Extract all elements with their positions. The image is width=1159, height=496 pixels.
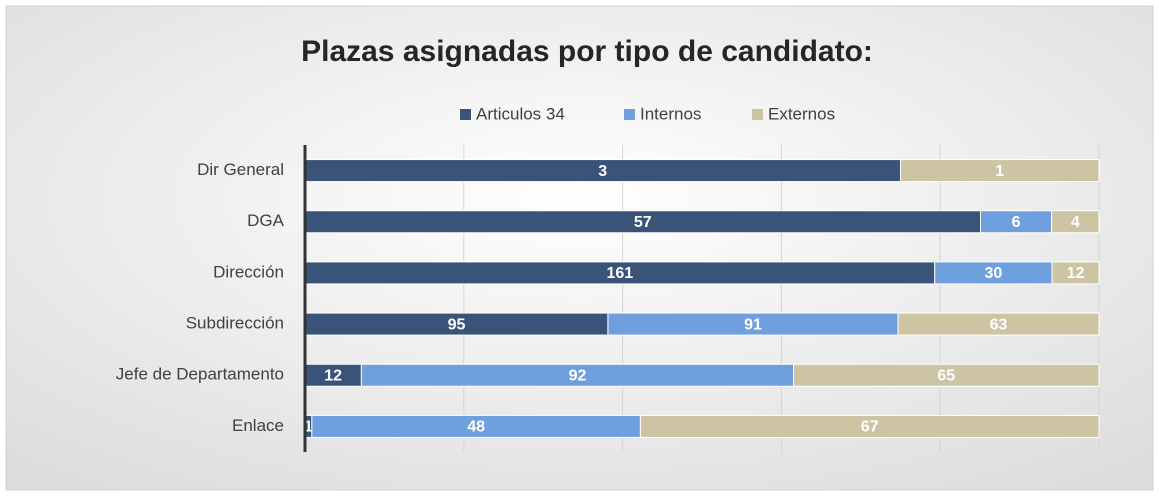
y-tick-label: Dir General — [197, 160, 284, 179]
bar-segment — [639, 414, 1100, 438]
data-label: 3 — [598, 163, 607, 180]
data-label: 57 — [634, 214, 652, 231]
legend-swatch — [460, 109, 471, 120]
y-tick-label: DGA — [247, 211, 285, 230]
bar-segment — [1051, 210, 1100, 234]
data-label: 12 — [324, 367, 342, 384]
data-label: 1 — [995, 163, 1004, 180]
data-label: 67 — [861, 419, 879, 436]
data-label: 30 — [984, 265, 1002, 282]
chart-title: Plazas asignadas por tipo de candidato: — [301, 35, 873, 68]
data-label: 65 — [937, 367, 955, 384]
y-tick-label: Enlace — [232, 416, 284, 435]
y-tick-label: Subdirección — [186, 314, 284, 333]
legend-label: Internos — [640, 104, 701, 123]
data-label: 48 — [467, 419, 485, 436]
legend-swatch — [752, 109, 763, 120]
data-label: 95 — [448, 316, 466, 333]
legend-label: Articulos 34 — [476, 104, 565, 123]
data-label: 1 — [304, 419, 313, 436]
legend-label: Externos — [768, 104, 835, 123]
data-label: 92 — [569, 367, 587, 384]
chart-bg — [5, 5, 1154, 491]
data-label: 91 — [744, 316, 762, 333]
legend-swatch — [624, 109, 635, 120]
bar-segment — [897, 312, 1100, 336]
data-label: 4 — [1071, 214, 1080, 231]
bar-segment — [1051, 261, 1100, 285]
y-tick-label: Dirección — [213, 262, 284, 281]
bar-segment — [900, 159, 1100, 183]
y-tick-label: Jefe de Departamento — [116, 365, 284, 384]
data-label: 161 — [607, 265, 634, 282]
bar-segment — [793, 363, 1100, 387]
data-label: 12 — [1067, 265, 1085, 282]
data-label: 63 — [990, 316, 1008, 333]
data-label: 6 — [1012, 214, 1021, 231]
